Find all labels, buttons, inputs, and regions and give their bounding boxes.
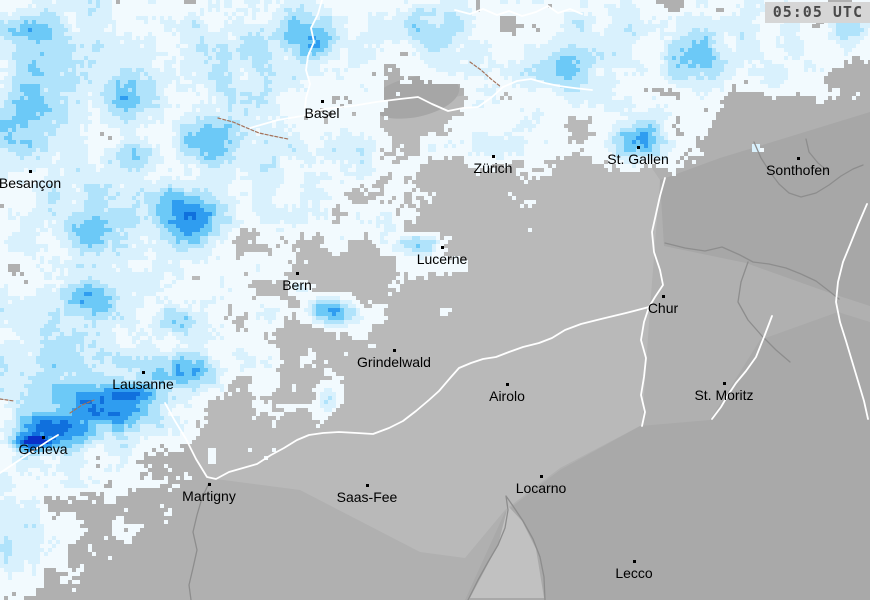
border-line-gray xyxy=(737,261,791,363)
city-dot xyxy=(208,483,211,486)
border-line-gray xyxy=(664,242,840,300)
city-label: Airolo xyxy=(489,388,525,404)
city-dot xyxy=(142,371,145,374)
city-label: Grindelwald xyxy=(357,354,431,370)
river-line xyxy=(469,61,502,88)
city-label: Locarno xyxy=(515,480,567,496)
river-line xyxy=(69,399,95,414)
border-line-white xyxy=(711,315,773,420)
river-line xyxy=(217,117,289,140)
city-label: St. Gallen xyxy=(607,151,669,167)
border-line-gray xyxy=(805,138,830,173)
city-label: Lausanne xyxy=(112,376,174,392)
border-line-gray xyxy=(467,495,546,600)
city-label: Saas-Fee xyxy=(336,489,398,505)
border-line-white xyxy=(249,78,593,129)
city-dot xyxy=(662,295,665,298)
city-label: Martigny xyxy=(182,488,236,504)
city-dot xyxy=(540,475,543,478)
border-line-white xyxy=(164,306,650,480)
city-dot xyxy=(637,146,640,149)
city-dot xyxy=(296,272,299,275)
city-dot xyxy=(506,383,509,386)
city-label: Lucerne xyxy=(416,251,468,267)
border-line-gray xyxy=(753,141,864,198)
border-line-white xyxy=(304,0,323,109)
border-line-white xyxy=(0,434,59,474)
border-line-white xyxy=(835,203,869,420)
city-label: Sonthofen xyxy=(766,162,830,178)
city-dot xyxy=(366,484,369,487)
city-label: Zürich xyxy=(473,160,513,176)
city-dot xyxy=(633,560,636,563)
city-label: Basel xyxy=(304,105,340,121)
city-label: Chur xyxy=(647,300,679,316)
city-dot xyxy=(492,155,495,158)
border-line-gray xyxy=(188,482,210,600)
city-dot xyxy=(393,349,396,352)
city-label: Bern xyxy=(282,277,312,293)
city-label: Lecco xyxy=(615,565,653,581)
city-label: Besançon xyxy=(0,175,62,191)
city-dot xyxy=(441,246,444,249)
border-line-white xyxy=(454,5,583,17)
city-label: Geneva xyxy=(18,441,68,457)
city-label: St. Moritz xyxy=(694,387,754,403)
city-dot xyxy=(321,100,324,103)
city-dot xyxy=(29,170,32,173)
city-dot xyxy=(723,382,726,385)
city-dot xyxy=(42,436,45,439)
border-line-white xyxy=(640,177,666,427)
city-dot xyxy=(797,157,800,160)
river-line xyxy=(0,398,15,402)
timestamp-badge: 05:05 UTC xyxy=(764,2,870,23)
